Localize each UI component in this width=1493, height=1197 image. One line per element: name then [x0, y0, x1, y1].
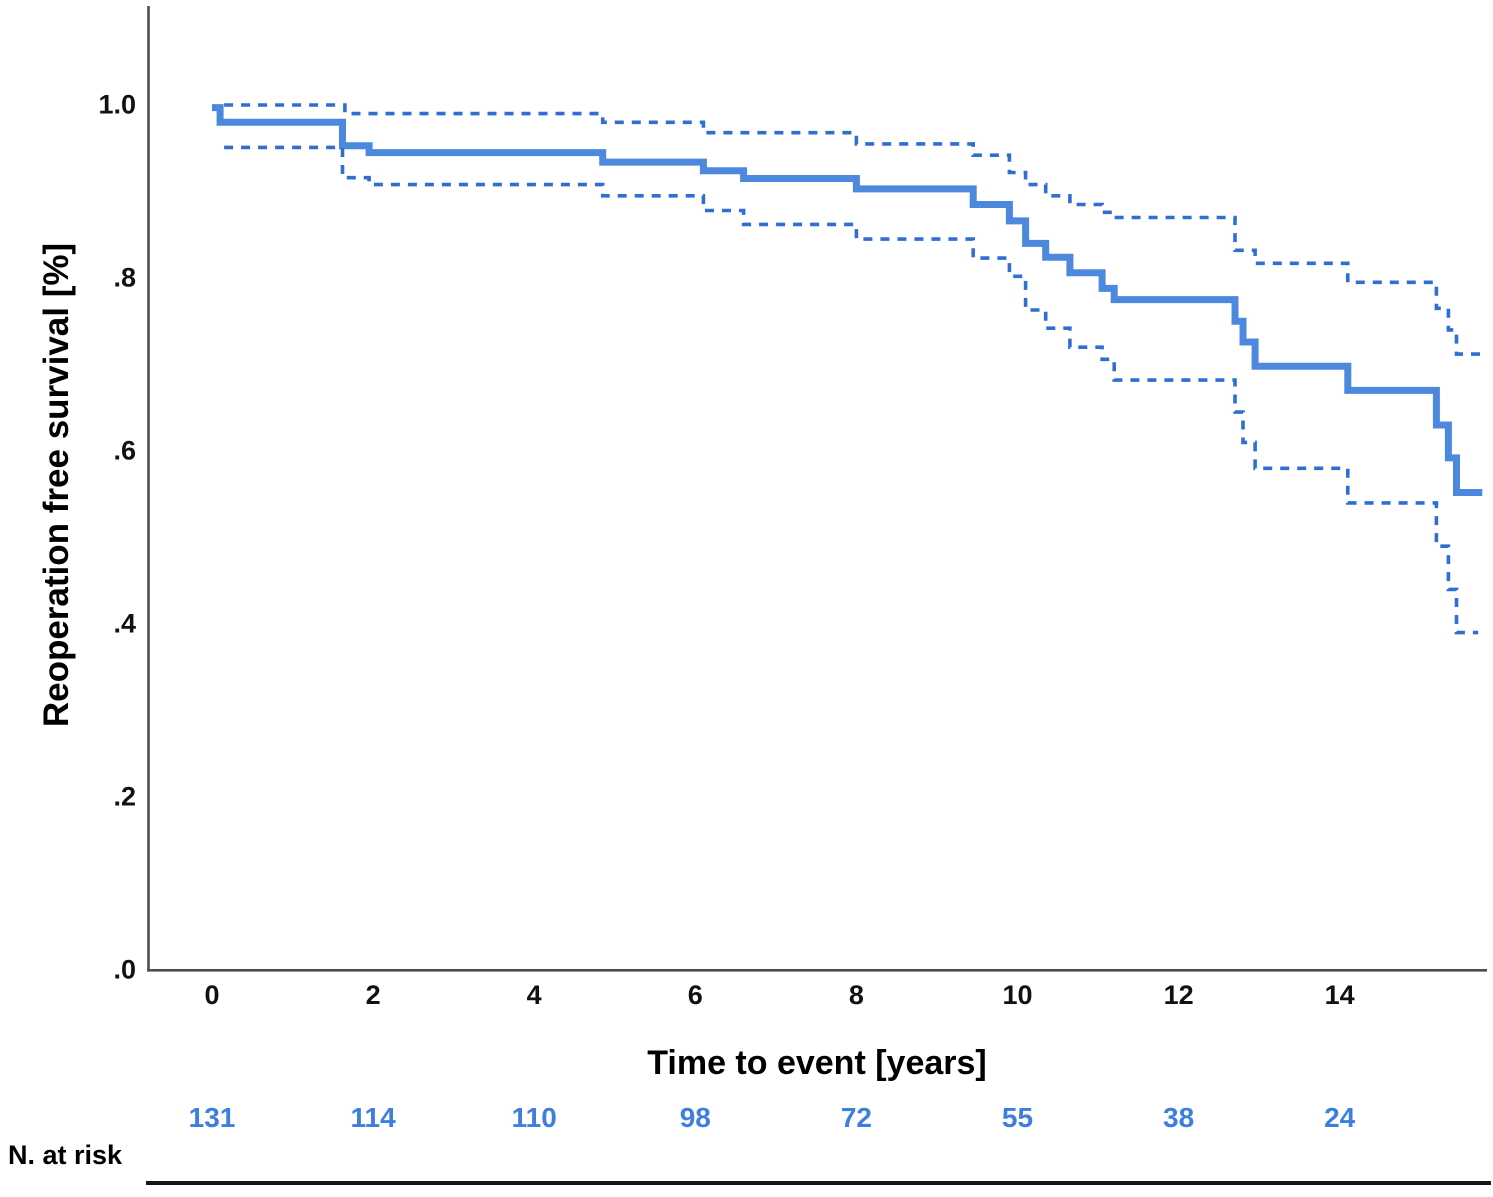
- x-tick-label: 14: [1324, 980, 1355, 1010]
- n-at-risk-value: 24: [1324, 1102, 1356, 1133]
- x-tick-label: 8: [848, 980, 864, 1010]
- y-tick-label: .8: [113, 262, 136, 293]
- n-at-risk-value: 131: [188, 1102, 236, 1133]
- upper-ci-line: [224, 103, 1483, 356]
- n-at-risk-label: N. at risk: [8, 1140, 123, 1170]
- lower-ci-line: [224, 145, 1479, 635]
- y-tick-label: .2: [113, 781, 136, 812]
- y-tick-label: .0: [113, 954, 136, 985]
- x-tick-label: 6: [687, 980, 703, 1010]
- y-axis-title: Reoperation free survival [%]: [37, 242, 76, 728]
- x-tick-label: 10: [1002, 980, 1033, 1010]
- n-at-risk-value: 72: [840, 1102, 872, 1133]
- n-at-risk-value: 38: [1163, 1102, 1195, 1133]
- x-tick-label: 12: [1163, 980, 1194, 1010]
- n-at-risk-value: 55: [1001, 1102, 1034, 1133]
- x-tick-label: 2: [365, 980, 381, 1010]
- y-tick-label: 1.0: [98, 89, 136, 120]
- x-tick-label: 4: [526, 980, 542, 1010]
- n-at-risk-value: 98: [679, 1102, 711, 1133]
- survival-line: [212, 104, 1483, 496]
- risk-table-top-border: [146, 1181, 1491, 1185]
- x-axis-title: Time to event [years]: [647, 1044, 987, 1082]
- y-tick-label: .4: [113, 608, 136, 639]
- y-tick-label: .6: [113, 435, 136, 466]
- n-at-risk-value: 114: [350, 1102, 396, 1133]
- n-at-risk-value: 110: [511, 1102, 557, 1133]
- x-tick-label: 0: [204, 980, 220, 1010]
